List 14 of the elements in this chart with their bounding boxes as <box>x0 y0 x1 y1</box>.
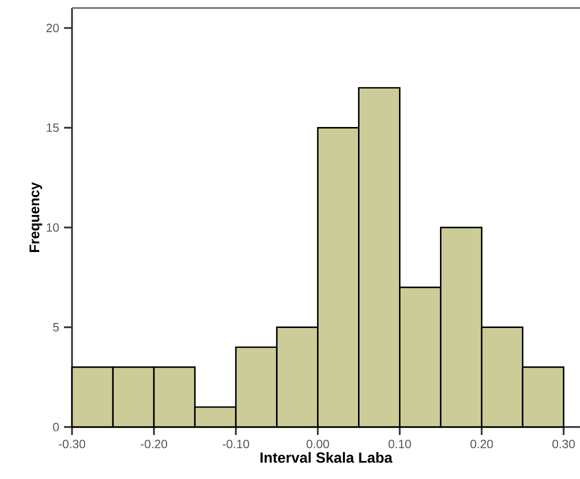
y-tick-label: 0 <box>53 422 59 432</box>
y-tick-label: 10 <box>46 223 59 232</box>
x-tick-label: 0.10 <box>388 440 411 448</box>
x-tick-label: 0.30 <box>552 440 575 448</box>
y-tick-label: 5 <box>53 323 59 332</box>
x-tick-label: -0.10 <box>222 440 250 448</box>
x-tick-label: -0.20 <box>140 440 168 448</box>
x-tick-label: -0.30 <box>58 440 86 448</box>
x-tick-label: 0.20 <box>470 440 493 448</box>
x-axis-title: Interval Skala Laba <box>260 452 393 463</box>
x-tick-label: 0.00 <box>306 440 330 448</box>
y-axis-title: Frequency <box>30 182 42 252</box>
y-tick-label: 15 <box>46 124 59 132</box>
y-tick-label: 20 <box>46 24 59 32</box>
